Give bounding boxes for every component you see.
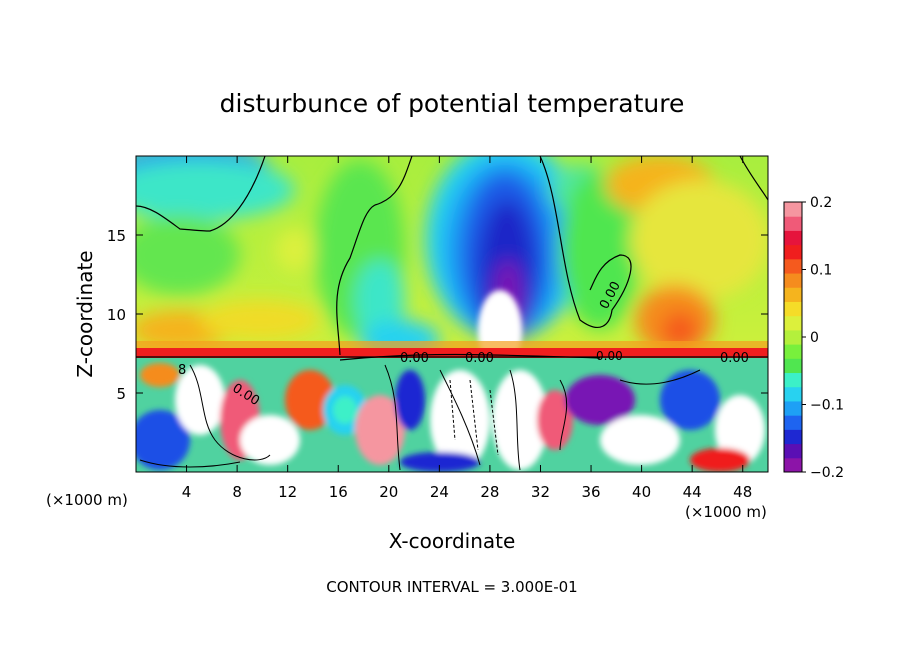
contour-low-8 [449, 379, 499, 456]
colorbar-swatch [784, 400, 802, 416]
lower-blob-15 [660, 370, 720, 430]
lower-blob-4 [240, 415, 300, 465]
y-tick-label: 5 [116, 385, 126, 403]
colorbar-tick-label: −0.1 [810, 398, 844, 414]
contour-lines-lower [139, 364, 701, 471]
colorbar-swatch [784, 301, 802, 317]
x-unit-label-right: (×1000 m) [685, 503, 767, 521]
lower-blob-8 [355, 395, 405, 465]
contour-low-3 [439, 369, 481, 466]
colorbar-swatch [784, 457, 802, 473]
x-tick-label: 4 [182, 483, 192, 501]
lower-blob-13 [565, 375, 635, 425]
x-tick-label: 20 [379, 483, 398, 501]
inversion-orange-band [136, 341, 768, 348]
x-tick-label: 12 [278, 483, 297, 501]
colorbar-swatch [784, 429, 802, 445]
contour-upper-mid [336, 156, 413, 356]
x-tick-label: 16 [329, 483, 348, 501]
chart-title: disturbunce of potential temperature [220, 89, 685, 118]
contour-upper-left [136, 156, 266, 232]
colorbar-swatch [784, 415, 802, 430]
lower-blob-16 [715, 395, 765, 465]
inversion-red-band [136, 348, 768, 358]
blob-right-red [662, 312, 698, 348]
lower-blob-17 [690, 448, 750, 472]
blob-right-green [560, 170, 640, 330]
colorbar-swatch [784, 358, 802, 374]
colorbar-swatch [784, 315, 802, 331]
colorbar: 0.2 0.1 0 −0.1 −0.2 [783, 195, 844, 481]
x-tick-label: 48 [733, 483, 752, 501]
x-tick-label: 32 [531, 483, 550, 501]
contour-lines [136, 156, 768, 361]
colorbar-swatch [784, 244, 802, 260]
colorbar-tick-label: 0.2 [810, 195, 832, 211]
y-axis-title: Z-coordinate [73, 250, 97, 377]
lower-layer-field [136, 358, 768, 472]
lower-blob-19 [400, 452, 480, 472]
colorbar-swatch [784, 258, 802, 274]
lower-blob-7 [333, 396, 357, 424]
lower-blob-14 [600, 415, 680, 465]
lower-blob-18 [140, 363, 180, 387]
plot-area: 0.00 0.00 0.00 0.00 0.00 0.00 8 [136, 156, 768, 472]
colorbar-swatch [784, 216, 802, 231]
x-axis-title: X-coordinate [389, 529, 516, 553]
blob-left-green [136, 215, 240, 295]
contour-label-6: 0.00 [596, 349, 623, 363]
y-tick-label: 15 [107, 227, 126, 245]
lower-blob-9 [395, 370, 425, 430]
contour-low-7 [139, 459, 241, 468]
y-axis: 5 10 15 [107, 227, 768, 403]
colorbar-swatch [784, 372, 802, 388]
lower-blob-12 [537, 390, 573, 450]
colorbar-tick-label: 0.1 [810, 263, 832, 279]
colorbar-tick-label: −0.2 [810, 465, 844, 481]
lower-blob-5 [285, 370, 335, 430]
contour-low-1 [189, 364, 271, 461]
contour-interval-note: CONTOUR INTERVAL = 3.000E-01 [326, 578, 577, 596]
contour-low-4 [509, 369, 521, 471]
colorbar-swatch [784, 230, 802, 246]
colorbar-swatch [784, 202, 802, 217]
blob-right-yellow [630, 180, 768, 300]
x-unit-label-left: (×1000 m) [46, 491, 128, 509]
colorbar-swatch [784, 329, 802, 345]
lower-blob-11 [492, 370, 548, 470]
x-tick-label: 8 [232, 483, 242, 501]
y-tick-label: 10 [107, 306, 126, 324]
x-tick-label: 40 [632, 483, 651, 501]
colorbar-swatch [784, 273, 802, 288]
blob-upperleft-cyan [136, 160, 295, 220]
contour-label-2: 0.00 [465, 351, 494, 366]
colorbar-swatch [784, 344, 802, 359]
lower-blob-2 [175, 365, 225, 435]
blob-lowleft-yellow [200, 300, 320, 340]
contour-label-1: 0.00 [400, 351, 429, 366]
colorbar-swatch [784, 386, 802, 402]
contour-low-2 [384, 364, 401, 471]
lower-blob-1 [136, 410, 190, 470]
colorbar-tick-label: 0 [810, 330, 819, 346]
x-axis: 4 8 12 16 20 24 28 32 36 40 44 48 [182, 156, 752, 501]
contour-low-6 [619, 369, 701, 385]
blob-left-yellow [275, 228, 315, 272]
x-tick-label: 28 [480, 483, 499, 501]
colorbar-swatch [784, 287, 802, 302]
contour-low-5 [559, 379, 568, 451]
contour-upper-right [539, 156, 632, 328]
contour-label-3: 0.00 [720, 351, 749, 366]
lower-blob-10 [430, 370, 490, 470]
x-tick-label: 36 [581, 483, 600, 501]
blob-mid-cyan [355, 260, 405, 340]
x-tick-label: 44 [683, 483, 702, 501]
x-tick-label: 24 [430, 483, 449, 501]
contour-inversion-2 [339, 353, 601, 361]
contour-label-7: 8 [178, 363, 186, 378]
colorbar-swatch [784, 443, 802, 459]
